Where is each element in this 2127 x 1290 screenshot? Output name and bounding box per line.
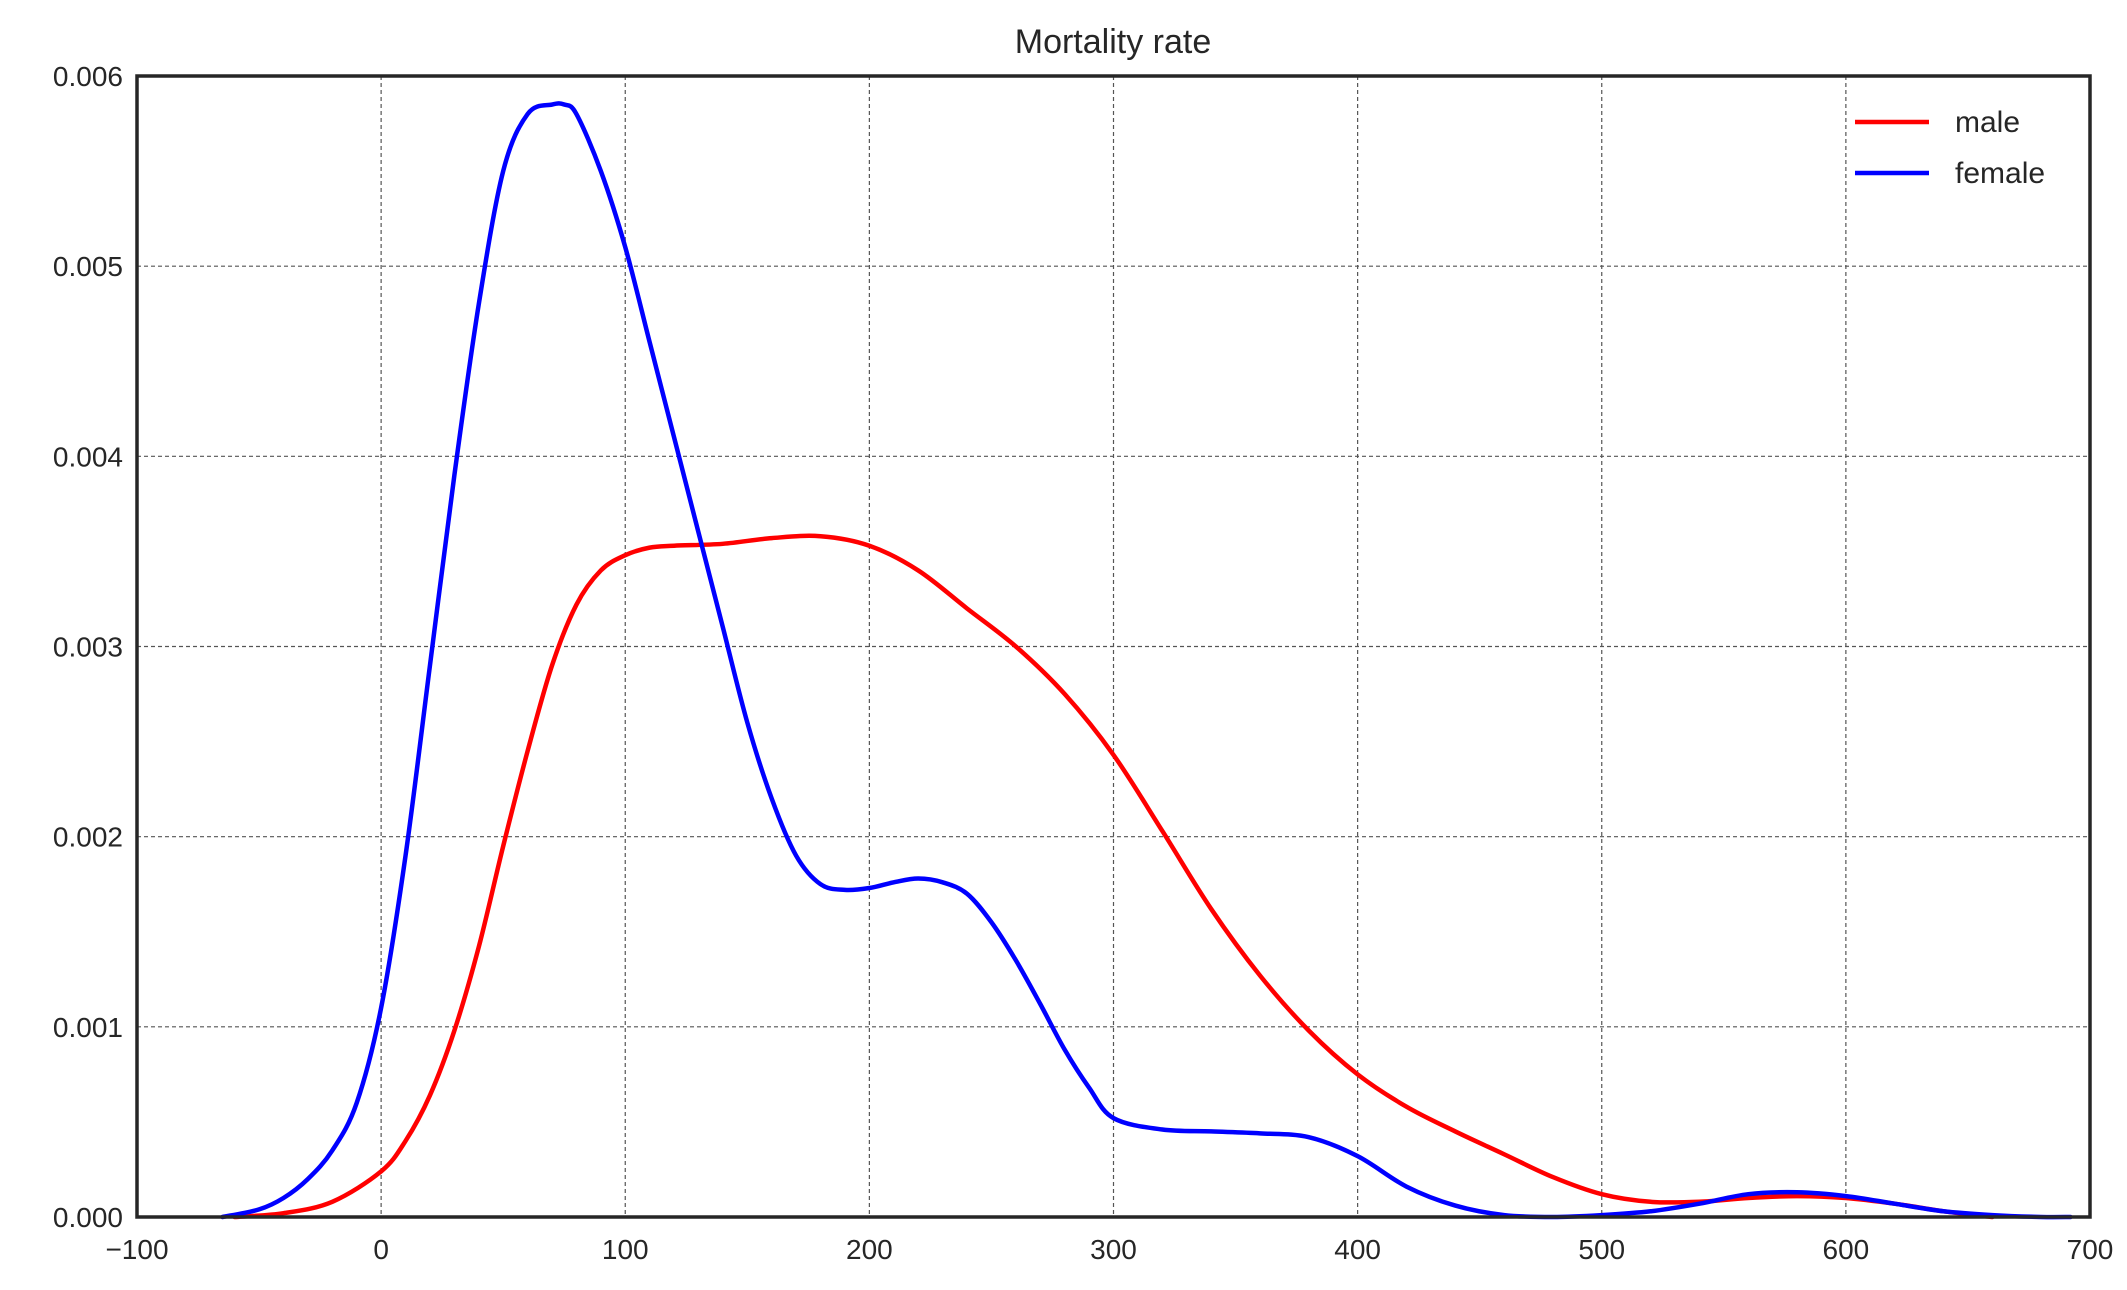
plot-frame (135, 74, 2092, 1219)
y-tick-label: 0.006 (53, 61, 123, 92)
x-tick-label: 100 (602, 1234, 649, 1265)
legend-label-female: female (1955, 157, 2045, 190)
y-tick-label: 0.003 (53, 632, 123, 663)
x-tick-label: 600 (1823, 1234, 1870, 1265)
series-line-female (220, 101, 2073, 1220)
x-tick-label: 400 (1334, 1234, 1381, 1265)
y-tick-label: 0.002 (53, 822, 123, 853)
x-tick-label: 300 (1090, 1234, 1137, 1265)
chart-title: Mortality rate (1015, 23, 1212, 61)
series-line-male (232, 533, 1995, 1220)
legend-label-male: male (1955, 106, 2020, 139)
x-tick-label: 0 (373, 1234, 389, 1265)
x-tick-label: 700 (2067, 1234, 2114, 1265)
legend: male female (1855, 106, 2045, 190)
series-layer (220, 101, 2073, 1220)
y-tick-label: 0.005 (53, 251, 123, 282)
grid (137, 76, 2090, 1217)
y-tick-label: 0.000 (53, 1202, 123, 1233)
x-axis: −100 0 100 200 300 400 500 600 700 (105, 1234, 2113, 1265)
x-tick-label: −100 (105, 1234, 168, 1265)
y-tick-label: 0.001 (53, 1012, 123, 1043)
y-tick-label: 0.004 (53, 441, 123, 472)
x-tick-label: 200 (846, 1234, 893, 1265)
x-tick-label: 500 (1578, 1234, 1625, 1265)
y-axis: 0.000 0.001 0.002 0.003 0.004 0.005 0.006 (53, 61, 123, 1233)
